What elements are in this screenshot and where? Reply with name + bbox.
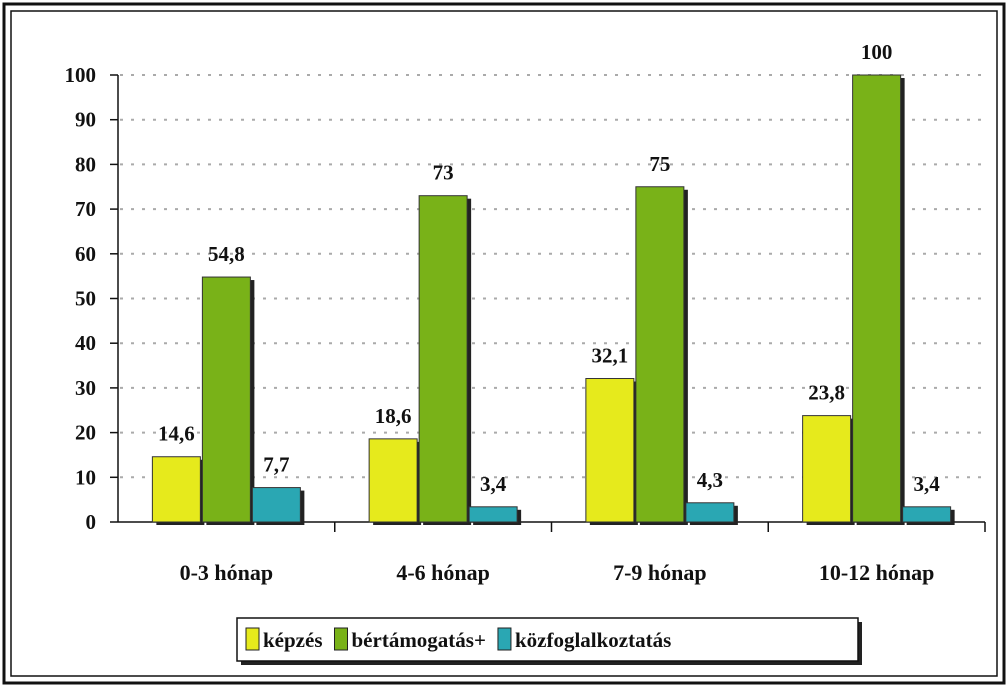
data-label: 75 <box>649 152 670 176</box>
bar <box>468 506 518 523</box>
bar <box>685 502 735 523</box>
y-tick-label: 30 <box>75 376 96 400</box>
data-label: 14,6 <box>158 422 195 446</box>
data-label: 73 <box>433 161 454 185</box>
y-tick-label: 0 <box>86 510 97 534</box>
bar <box>852 74 902 523</box>
legend-swatch <box>334 627 348 651</box>
bar <box>201 276 251 523</box>
data-label: 100 <box>861 40 893 64</box>
data-label: 32,1 <box>592 344 629 368</box>
bar <box>635 186 685 523</box>
bar <box>802 415 852 523</box>
data-label: 4,3 <box>697 468 723 492</box>
y-tick-label: 100 <box>65 63 97 87</box>
x-tick-label: 0-3 hónap <box>180 560 274 585</box>
bar <box>151 456 201 523</box>
y-tick-label: 60 <box>75 242 96 266</box>
data-label: 54,8 <box>208 242 245 266</box>
y-tick-label: 70 <box>75 197 96 221</box>
data-label: 3,4 <box>914 472 941 496</box>
x-tick-label: 10-12 hónap <box>819 560 935 585</box>
legend-swatch <box>497 627 512 651</box>
legend-label: bértámogatás+ <box>352 628 486 652</box>
x-tick-label: 4-6 hónap <box>396 560 490 585</box>
bar <box>251 487 301 523</box>
y-tick-label: 20 <box>75 421 96 445</box>
data-label: 3,4 <box>480 472 507 496</box>
y-tick-label: 40 <box>75 331 96 355</box>
bar <box>902 506 952 523</box>
bar <box>418 195 468 523</box>
x-tick-label: 7-9 hónap <box>613 560 707 585</box>
legend-swatch <box>245 627 260 651</box>
data-label: 7,7 <box>263 453 289 477</box>
legend-label: képzés <box>263 628 323 652</box>
data-label: 18,6 <box>375 404 412 428</box>
bar <box>585 378 635 523</box>
inner-border <box>10 10 998 677</box>
y-tick-label: 90 <box>75 108 96 132</box>
y-tick-label: 80 <box>75 152 96 176</box>
y-tick-label: 10 <box>75 465 96 489</box>
y-tick-label: 50 <box>75 287 96 311</box>
legend-label: közfoglalkoztatás <box>515 628 671 652</box>
bar <box>368 438 418 523</box>
data-label: 23,8 <box>808 381 845 405</box>
